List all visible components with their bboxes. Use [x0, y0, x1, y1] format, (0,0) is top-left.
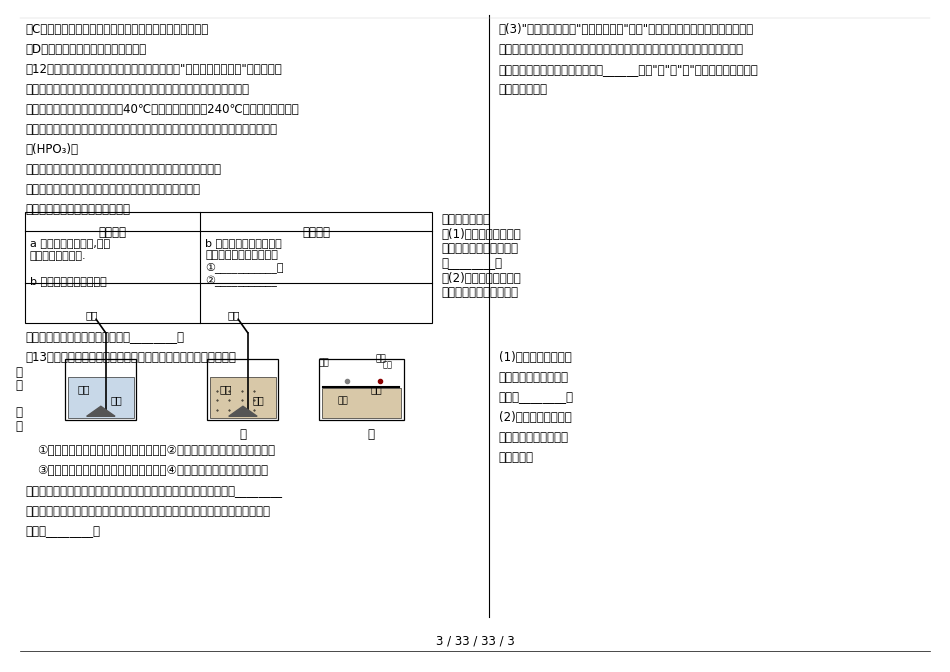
Text: 中的白磷没有燃烧.: 中的白磷没有燃烧.: [29, 251, 86, 261]
Text: (1)改良后的乙图装置: (1)改良后的乙图装置: [442, 228, 522, 241]
Text: 甲: 甲: [239, 428, 246, 442]
Text: 3 / 33 / 33 / 3: 3 / 33 / 33 / 3: [436, 634, 514, 647]
Text: 【反思与评价】: 【反思与评价】: [442, 213, 491, 226]
Polygon shape: [229, 407, 257, 417]
Text: 13．图甲和图乙所示实验方法均可用来探究可燃物燃烧的条件。: 13．图甲和图乙所示实验方法均可用来探究可燃物燃烧的条件。: [25, 351, 236, 364]
Text: 白磷: 白磷: [253, 395, 264, 405]
Text: 装置仍有缺乏之处，并设: 装置仍有缺乏之处，并设: [442, 286, 519, 300]
Text: 【交流与讨论】白烟对人体健康有害，该实验装置必须改良。: 【交流与讨论】白烟对人体健康有害，该实验装置必须改良。: [25, 163, 221, 176]
Text: 白磷: 白磷: [318, 359, 330, 368]
Bar: [66, 360, 137, 419]
Text: b 试管中红磷、热水中的: b 试管中红磷、热水中的: [205, 238, 282, 247]
Text: 装置进行实验，得到以: 装置进行实验，得到以: [499, 431, 569, 444]
Text: 下: 下: [15, 419, 23, 433]
Text: 热水: 热水: [370, 384, 383, 394]
Bar: [25, 212, 432, 323]
Polygon shape: [86, 407, 115, 417]
Text: 空气: 空气: [227, 310, 239, 321]
Text: (2)小林同学指出乙图: (2)小林同学指出乙图: [442, 271, 522, 285]
Bar: [321, 388, 401, 417]
Text: ①___________；: ①___________；: [205, 261, 283, 273]
Text: 示: 示: [15, 407, 23, 419]
Text: 的: 的: [15, 380, 23, 392]
Text: 事实是________。: 事实是________。: [25, 525, 100, 538]
Text: 现象是________。: 现象是________。: [499, 391, 574, 404]
Text: 实验事实：: 实验事实：: [499, 451, 534, 464]
Text: 请你帮助他们将下表补充完整。: 请你帮助他们将下表补充完整。: [25, 204, 130, 216]
Text: (3)"化学实验绿色化"要求实验室的"三废"排放降低到最低程度并能得到妥善: (3)"化学实验绿色化"要求实验室的"三废"排放降低到最低程度并能得到妥善: [499, 23, 753, 36]
Text: 酸(HPO₃)。: 酸(HPO₃)。: [25, 143, 78, 157]
Text: 乙: 乙: [368, 428, 374, 442]
Text: 示: 示: [15, 366, 23, 379]
Text: 装置进行实验，观察到: 装置进行实验，观察到: [499, 371, 569, 384]
Text: a 试管中的白磷燃烧,热水: a 试管中的白磷燃烧,热水: [29, 239, 110, 249]
Bar: [318, 360, 404, 419]
Text: D．室内起火时，不能急于翻开门窗: D．室内起火时，不能急于翻开门窗: [25, 43, 146, 56]
Text: 【改良与实验】同学们按改良后的乙图装置进行实验。: 【改良与实验】同学们按改良后的乙图装置进行实验。: [25, 183, 200, 196]
Text: C．发现厨房里燃气泄露，赶紧翻开门窗，并查找泄露处: C．发现厨房里燃气泄露，赶紧翻开门窗，并查找泄露处: [25, 23, 208, 36]
Bar: [207, 360, 278, 419]
Text: 探究过程中，大家对磷燃烧生成的大量白烟是否危害人体健康提出疑问。: 探究过程中，大家对磷燃烧生成的大量白烟是否危害人体健康提出疑问。: [25, 83, 249, 96]
Text: 白磷都没有燃烧的原因是: 白磷都没有燃烧的原因是: [205, 250, 278, 259]
Text: 红磷: 红磷: [375, 354, 387, 363]
Text: ③不通空气时，热水中的白磷不燃烧　　④通空气时，热水中的白磷燃烧: ③不通空气时，热水中的白磷不燃烧 ④通空气时，热水中的白磷燃烧: [37, 464, 269, 478]
Text: 解　　释: 解 释: [302, 226, 331, 239]
Text: 的绿色化要求。: 的绿色化要求。: [499, 83, 548, 96]
Bar: [68, 377, 134, 417]
Text: (2)娟娟同学用图乙所: (2)娟娟同学用图乙所: [499, 411, 572, 424]
Text: 二磷是白色固体，会刺激人体的呼吸道，可与空气中水蒸气反响，生成有毒的偏磷: 二磷是白色固体，会刺激人体的呼吸道，可与空气中水蒸气反响，生成有毒的偏磷: [25, 123, 277, 136]
Text: 与甲图装置比拟，其优点: 与甲图装置比拟，其优点: [442, 243, 519, 255]
Text: 【查阅资料】白磷的着火点是40℃，红磷的着火点是240℃，燃烧产物五氧化: 【查阅资料】白磷的着火点是40℃，红磷的着火点是240℃，燃烧产物五氧化: [25, 103, 299, 116]
Text: 计了丙图装置，其中气球的作用是________。: 计了丙图装置，其中气球的作用是________。: [25, 331, 184, 343]
Text: 白磷: 白磷: [110, 395, 122, 405]
Text: 处理，实验室的平安性和环境质量得到提升，师生的绿色化学和环保意识得到强: 处理，实验室的平安性和环境质量得到提升，师生的绿色化学和环保意识得到强: [499, 43, 744, 56]
Text: b 试管中的红磷没有燃烧: b 试管中的红磷没有燃烧: [29, 276, 106, 286]
Text: 该实验中，能证明可燃物通常需要接触空气才能燃烧的实验事实是________: 该实验中，能证明可燃物通常需要接触空气才能燃烧的实验事实是________: [25, 485, 282, 497]
Text: 12．某兴趣小组活动中，同学们按甲图装置对"可燃物燃烧的条件"进行探究。: 12．某兴趣小组活动中，同学们按甲图装置对"可燃物燃烧的条件"进行探究。: [25, 63, 282, 76]
Text: ①不通空气时，冷水中的白磷不燃烧　　②通空气时，冷水中的白磷不燃烧: ①不通空气时，冷水中的白磷不燃烧 ②通空气时，冷水中的白磷不燃烧: [37, 444, 276, 458]
Text: (1)婵婵同学用图甲所: (1)婵婵同学用图甲所: [499, 351, 572, 364]
Text: 空气: 空气: [86, 310, 98, 321]
Text: 〔填序号，下同〕；能证明可燃物必须到达一定温度〔着火点〕才能燃烧的实验: 〔填序号，下同〕；能证明可燃物必须到达一定温度〔着火点〕才能燃烧的实验: [25, 505, 270, 517]
Text: 化。图甲与图乙所示的实验相比，______选填"甲"或"乙"）更表达了化学实验: 化。图甲与图乙所示的实验相比，______选填"甲"或"乙"）更表达了化学实验: [499, 63, 758, 76]
Text: 是________。: 是________。: [442, 257, 503, 270]
Text: 热水: 热水: [219, 384, 232, 394]
Text: 现　　象: 现 象: [99, 226, 126, 239]
Text: 白磷: 白磷: [337, 396, 349, 405]
Text: 铜片: 铜片: [382, 361, 392, 370]
Bar: [210, 377, 276, 417]
Text: ②___________: ②___________: [205, 276, 276, 287]
Text: 冷水: 冷水: [77, 384, 89, 394]
